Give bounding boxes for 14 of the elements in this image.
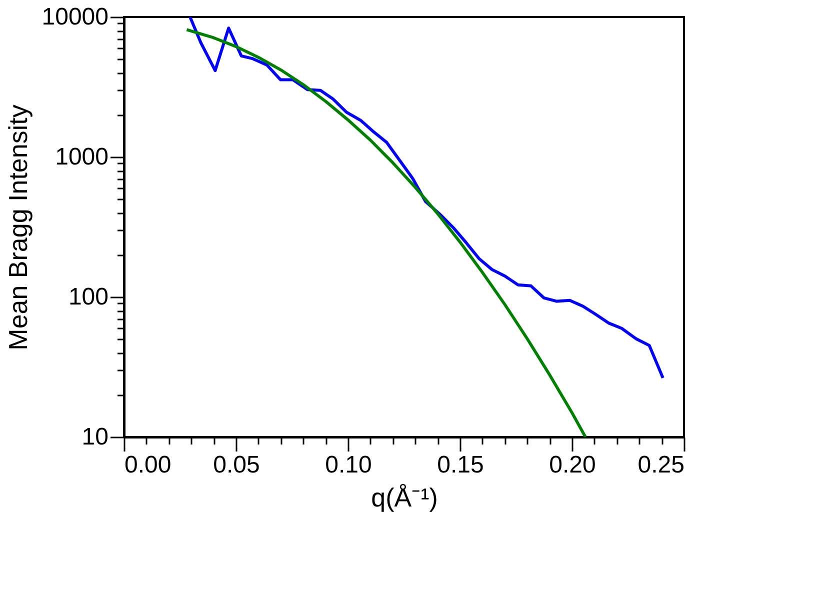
x-tick-label: 0.25 xyxy=(638,452,684,478)
x-tick-label: 0.05 xyxy=(213,452,260,478)
x-tick-label: 0.10 xyxy=(325,452,372,478)
x-axis-title: q(Å⁻¹) xyxy=(371,482,438,512)
line-series xyxy=(188,17,664,380)
x-tick-label: 0.20 xyxy=(549,452,596,478)
y-axis-title: Mean Bragg Intensity xyxy=(2,104,33,350)
y-tick-label: 10000 xyxy=(42,4,108,30)
line-series xyxy=(185,28,587,437)
x-tick-label: 0.15 xyxy=(437,452,484,478)
y-tick-label: 100 xyxy=(68,284,108,310)
y-tick-label: 10 xyxy=(82,424,108,450)
y-tick-label: 1000 xyxy=(55,144,108,170)
x-tick-label: 0.00 xyxy=(124,452,172,478)
